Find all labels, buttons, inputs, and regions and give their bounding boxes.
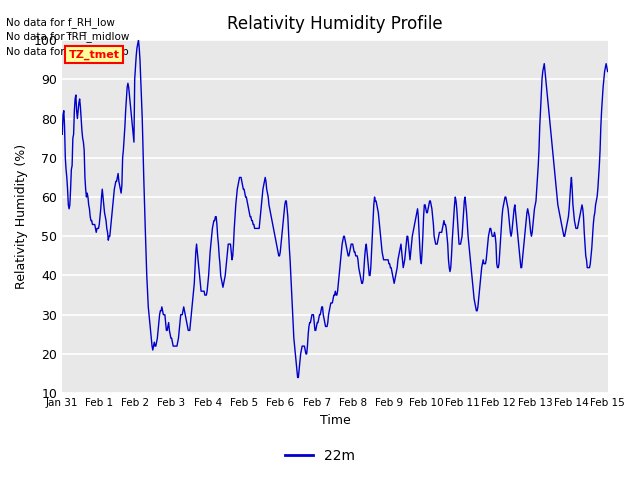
Text: TZ_tmet: TZ_tmet — [68, 50, 120, 60]
Text: No data for f̅RH̅_midlow: No data for f̅RH̅_midlow — [6, 31, 130, 42]
Title: Relativity Humidity Profile: Relativity Humidity Profile — [227, 15, 443, 33]
Y-axis label: Relativity Humidity (%): Relativity Humidity (%) — [15, 144, 28, 289]
Text: No data for f̅RH̅_midtop: No data for f̅RH̅_midtop — [6, 46, 129, 57]
Text: No data for f_RH_low: No data for f_RH_low — [6, 17, 115, 28]
X-axis label: Time: Time — [319, 414, 350, 427]
Legend: 22m: 22m — [280, 443, 360, 468]
